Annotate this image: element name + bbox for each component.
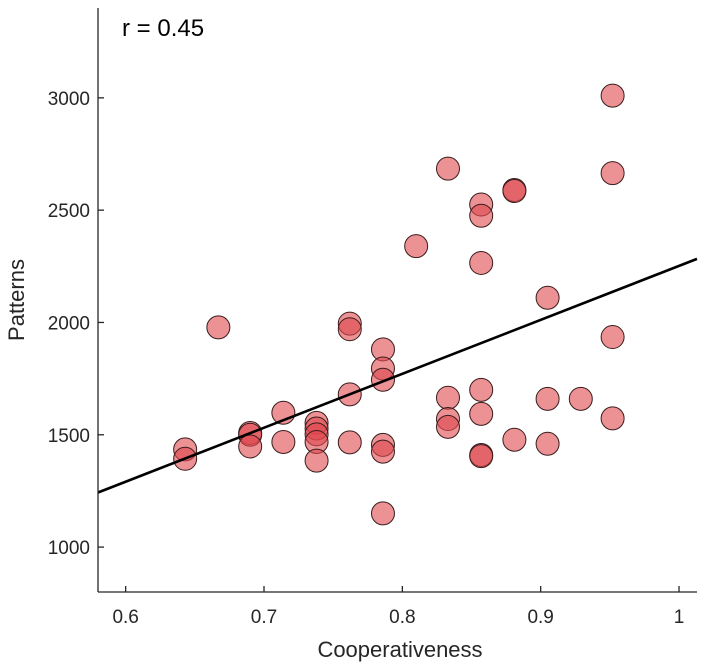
data-point [469,401,494,426]
data-point [370,501,395,526]
data-point [502,427,527,452]
correlation-annotation: r = 0.45 [122,15,204,42]
y-tick-label: 2000 [48,313,90,334]
data-point [435,414,460,439]
data-point [435,385,460,410]
data-point [469,377,494,402]
y-axis-ticks: 1000 1500 2000 2500 3000 [48,89,104,559]
regression-line [97,257,698,494]
data-point [600,83,625,108]
x-tick-label: 0.9 [527,607,553,628]
y-axis-label: Patterns [4,259,29,341]
data-point [337,430,362,455]
data-point [271,429,296,454]
data-point [535,431,560,456]
data-point [404,234,429,259]
x-axis-ticks: 0.6 0.7 0.8 0.9 1 [112,586,684,628]
data-point [535,285,560,310]
data-point [337,317,362,342]
data-point [600,325,625,350]
data-point [206,315,231,340]
data-point [568,386,593,411]
data-point [600,161,625,186]
data-point [469,444,494,469]
y-tick-label: 1000 [48,538,90,559]
y-tick-label: 1500 [48,426,90,447]
x-tick-label: 1 [674,607,685,628]
data-point [435,156,460,181]
data-point [469,250,494,275]
x-tick-label: 0.7 [251,607,277,628]
data-point [370,367,395,392]
y-tick-label: 2500 [48,201,90,222]
data-point [469,203,494,228]
x-tick-label: 0.6 [112,607,138,628]
data-point [502,179,527,204]
x-tick-label: 0.8 [389,607,415,628]
data-point [238,434,263,459]
data-point [535,386,560,411]
data-point [600,406,625,431]
data-point [304,448,329,473]
y-tick-label: 3000 [48,89,90,110]
x-axis-label: Cooperativeness [317,637,482,662]
data-point [370,439,395,464]
data-points [173,83,625,526]
